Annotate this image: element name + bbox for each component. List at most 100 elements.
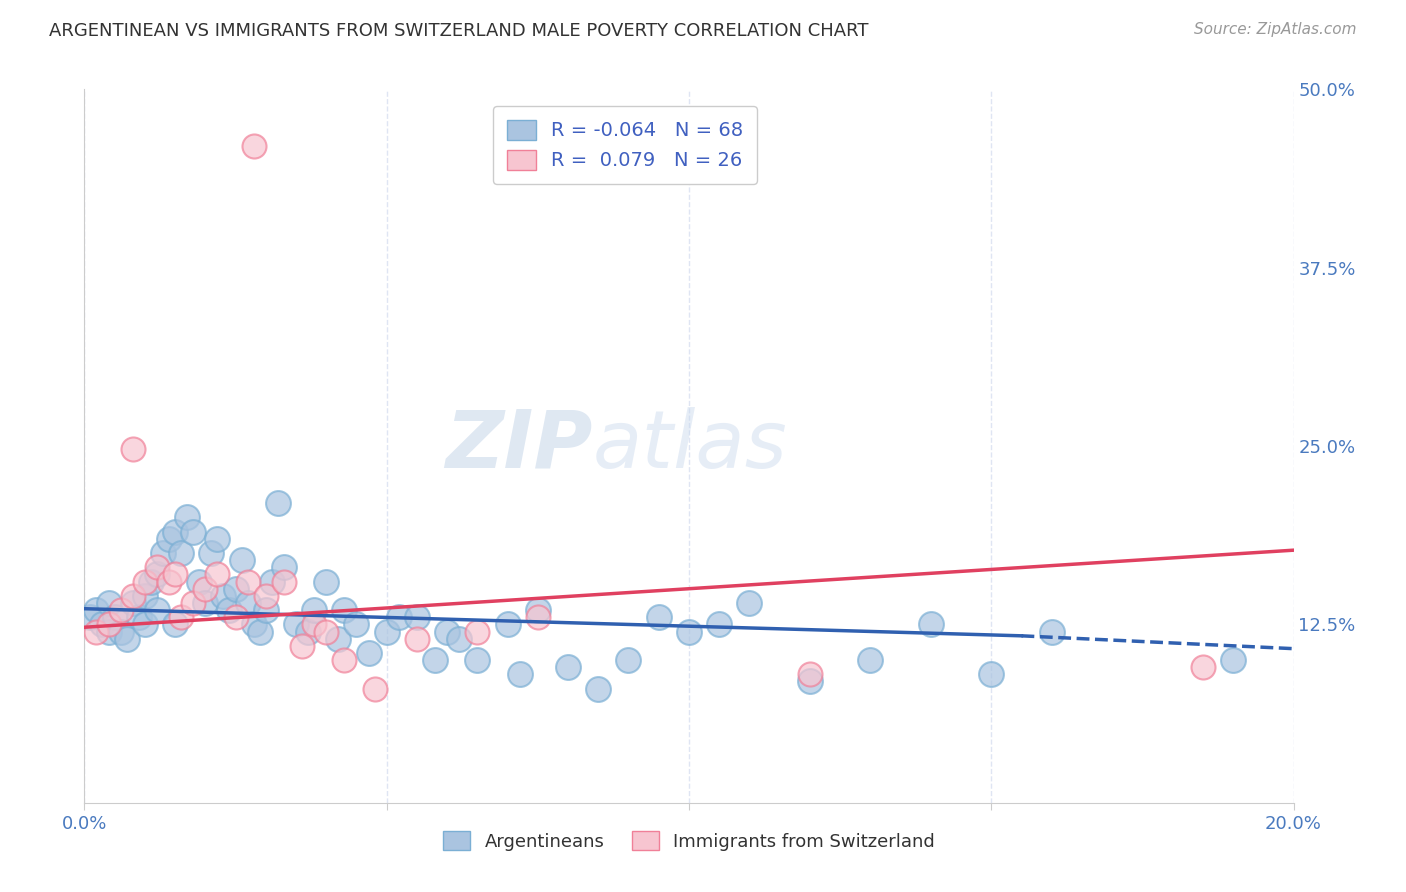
Point	[285, 617, 308, 632]
Point	[225, 610, 247, 624]
Point	[315, 574, 337, 589]
Point	[110, 624, 132, 639]
Point	[1222, 653, 1244, 667]
Point	[121, 442, 143, 456]
Point	[273, 560, 295, 574]
Point	[254, 603, 277, 617]
Point	[146, 567, 169, 582]
Point	[406, 610, 429, 624]
Point	[249, 624, 271, 639]
Point	[110, 603, 132, 617]
Point	[406, 632, 429, 646]
Point	[128, 610, 150, 624]
Point	[91, 617, 114, 632]
Point	[1192, 660, 1215, 674]
Point	[509, 667, 531, 681]
Point	[236, 596, 259, 610]
Point	[242, 617, 264, 632]
Point	[333, 603, 356, 617]
Point	[212, 589, 235, 603]
Point	[738, 596, 761, 610]
Text: atlas: atlas	[592, 407, 787, 485]
Point	[273, 574, 295, 589]
Point	[115, 632, 138, 646]
Point	[588, 681, 610, 696]
Point	[328, 632, 350, 646]
Point	[648, 610, 671, 624]
Point	[267, 496, 290, 510]
Point	[194, 596, 217, 610]
Point	[170, 546, 193, 560]
Legend: Argentineans, Immigrants from Switzerland: Argentineans, Immigrants from Switzerlan…	[436, 824, 942, 858]
Point	[1040, 624, 1063, 639]
Point	[617, 653, 640, 667]
Point	[436, 624, 458, 639]
Point	[121, 589, 143, 603]
Point	[134, 617, 156, 632]
Point	[859, 653, 882, 667]
Point	[678, 624, 700, 639]
Point	[170, 610, 193, 624]
Point	[139, 574, 162, 589]
Point	[467, 653, 489, 667]
Point	[188, 574, 211, 589]
Point	[423, 653, 446, 667]
Point	[146, 560, 169, 574]
Point	[165, 524, 187, 539]
Point	[157, 574, 180, 589]
Point	[236, 574, 259, 589]
Text: ARGENTINEAN VS IMMIGRANTS FROM SWITZERLAND MALE POVERTY CORRELATION CHART: ARGENTINEAN VS IMMIGRANTS FROM SWITZERLA…	[49, 22, 869, 40]
Point	[86, 603, 108, 617]
Point	[315, 624, 337, 639]
Point	[121, 596, 143, 610]
Point	[152, 546, 174, 560]
Point	[363, 681, 385, 696]
Point	[218, 603, 240, 617]
Point	[165, 567, 187, 582]
Point	[980, 667, 1002, 681]
Point	[467, 624, 489, 639]
Point	[920, 617, 942, 632]
Point	[302, 617, 325, 632]
Point	[104, 610, 127, 624]
Point	[242, 139, 264, 153]
Point	[449, 632, 471, 646]
Point	[97, 596, 120, 610]
Point	[557, 660, 579, 674]
Point	[207, 567, 229, 582]
Point	[375, 624, 398, 639]
Text: ZIP: ZIP	[444, 407, 592, 485]
Point	[86, 624, 108, 639]
Point	[357, 646, 380, 660]
Point	[146, 603, 169, 617]
Point	[302, 603, 325, 617]
Point	[181, 524, 204, 539]
Point	[225, 582, 247, 596]
Point	[231, 553, 253, 567]
Point	[291, 639, 314, 653]
Point	[297, 624, 319, 639]
Point	[165, 617, 187, 632]
Point	[333, 653, 356, 667]
Point	[254, 589, 277, 603]
Point	[799, 667, 821, 681]
Point	[194, 582, 217, 596]
Point	[200, 546, 222, 560]
Point	[260, 574, 283, 589]
Point	[97, 624, 120, 639]
Point	[97, 617, 120, 632]
Point	[527, 610, 550, 624]
Point	[207, 532, 229, 546]
Point	[388, 610, 411, 624]
Point	[181, 596, 204, 610]
Point	[79, 610, 101, 624]
Point	[709, 617, 731, 632]
Point	[346, 617, 368, 632]
Point	[134, 574, 156, 589]
Point	[799, 674, 821, 689]
Point	[176, 510, 198, 524]
Point	[527, 603, 550, 617]
Point	[134, 589, 156, 603]
Text: Source: ZipAtlas.com: Source: ZipAtlas.com	[1194, 22, 1357, 37]
Point	[496, 617, 519, 632]
